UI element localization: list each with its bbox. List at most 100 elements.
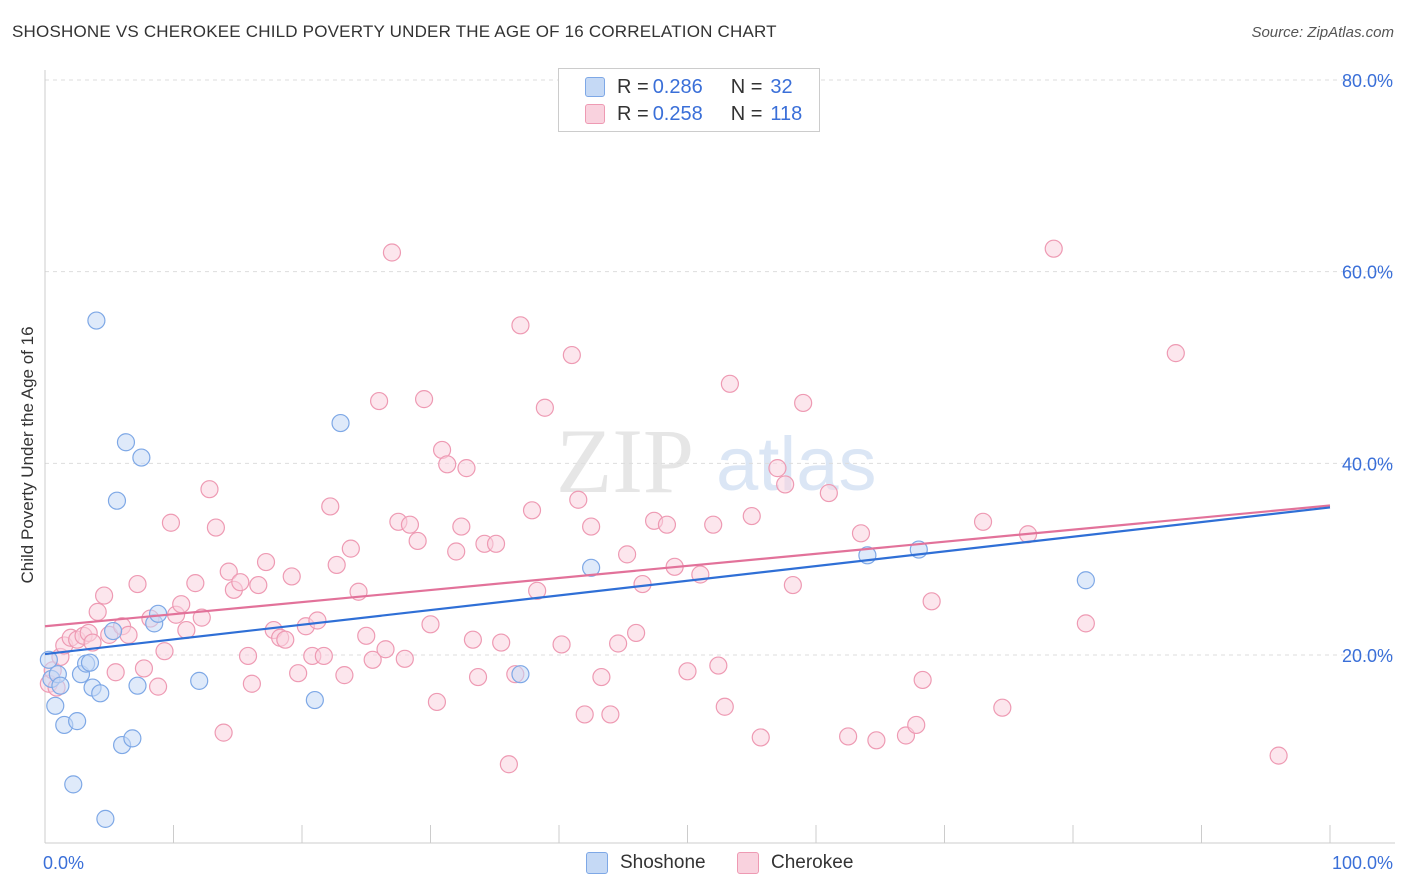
cherokee-swatch [737,852,759,874]
data-point [408,531,427,551]
data-point [134,659,154,678]
data-point [486,534,506,553]
bottom-legend-shoshone: Shoshone [586,852,706,874]
data-point [783,575,802,595]
data-point [618,545,637,564]
data-point [51,676,70,695]
data-point [851,524,871,543]
data-point [447,542,466,561]
legend-n-value: 118 [770,102,803,125]
data-point [370,391,389,411]
chart-title: SHOSHONE VS CHEROKEE CHILD POVERTY UNDER… [12,22,777,41]
bottom-legend-label: Shoshone [620,852,706,873]
data-point [492,633,511,652]
data-point [414,390,434,409]
data-point [308,611,327,630]
data-point [511,316,530,335]
data-point [867,731,886,750]
data-point [499,755,518,774]
data-point [357,626,376,645]
data-point [335,666,354,685]
data-point [231,573,250,592]
data-point [148,677,168,696]
data-point [657,515,677,534]
data-point [161,513,181,532]
data-point [123,729,142,748]
legend-r-label: R = [617,102,649,125]
data-point [511,665,530,684]
data-point [64,775,83,794]
data-point [592,667,611,687]
data-point [96,809,115,828]
y-axis-title: Child Poverty Under the Age of 16 [18,326,37,583]
legend-row-cherokee: R = 0.258 N = 118 [585,102,802,126]
data-point [88,602,107,621]
data-point [1076,571,1095,590]
data-point [177,620,196,640]
cherokee-points [39,239,1288,774]
legend-n-label: N = [730,75,763,98]
x-tick-label: 100.0% [1332,853,1393,873]
data-point [83,633,102,652]
source-label: Source: ZipAtlas.com [1251,24,1394,41]
data-point [973,512,993,531]
data-point [282,567,301,586]
data-point [314,646,333,666]
data-point [552,635,571,654]
data-point [609,634,628,653]
y-tick-label: 40.0% [1342,454,1393,474]
data-point [907,715,926,735]
data-point [922,592,941,611]
data-point [148,604,168,623]
data-point [678,662,697,681]
data-point [104,621,123,641]
cherokee-swatch [585,104,605,124]
shoshone-swatch [585,77,605,97]
data-point [768,459,787,478]
data-point [68,712,87,731]
data-point [155,642,174,661]
data-point [1166,344,1185,363]
axis-labels: 20.0% 40.0% 60.0% 80.0% 0.0% 100.0% Child Pove… [18,71,1393,873]
data-point [327,555,346,575]
data-point [819,483,838,503]
gridlines [45,79,1395,656]
y-tick-label: 60.0% [1342,263,1393,283]
watermark-atlas: atlas [716,422,877,507]
data-point [363,650,382,669]
data-point [128,574,147,594]
data-point [242,674,261,693]
data-point [582,558,601,577]
data-point [106,663,125,682]
data-point [376,640,395,659]
data-point [289,664,308,683]
data-point [214,723,233,742]
data-point [421,615,440,634]
data-point [305,690,324,710]
data-point [720,374,740,393]
data-point [400,515,420,534]
y-tick-label: 80.0% [1342,71,1393,91]
data-point [276,630,295,649]
data-point [80,653,100,672]
data-point [341,539,360,558]
data-point [601,705,620,724]
data-point [87,311,106,330]
data-point [91,684,110,703]
data-point [238,646,258,666]
data-point [452,517,471,536]
legend-n-value: 32 [770,75,793,98]
data-point [190,671,209,690]
data-point [192,608,211,627]
data-point [468,667,488,687]
data-point [742,506,761,526]
data-point [839,727,858,746]
data-point [528,581,547,600]
data-point [128,676,147,695]
data-point [569,490,588,509]
legend-n-label: N = [730,102,763,125]
legend-row-shoshone: R = 0.286 N = 32 [585,75,793,99]
data-point [200,480,219,499]
legend-r-value: 0.286 [652,75,703,98]
